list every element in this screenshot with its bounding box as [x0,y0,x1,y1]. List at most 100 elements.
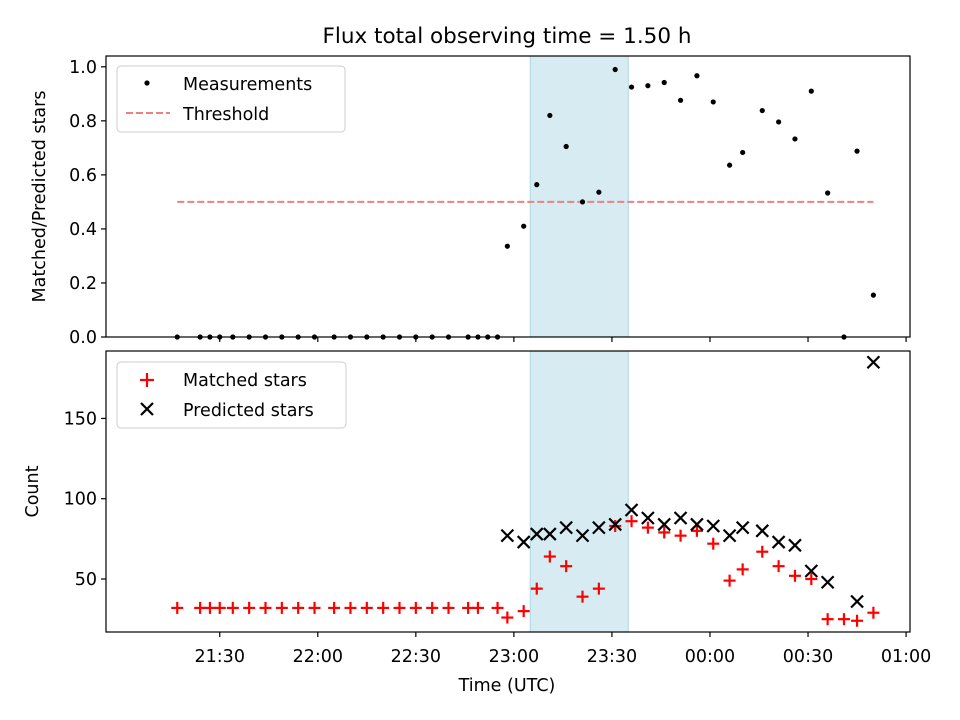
measurement-point [726,162,733,168]
observing-window-band [529,55,629,338]
matched-star-point [560,560,573,573]
count-y-axis-label: Count [23,465,43,517]
predicted-star-point [529,527,544,541]
predicted-star-point [559,520,573,535]
y-tick-label: 0.2 [69,274,97,294]
measurement-point [854,148,860,154]
predicted-star-point [690,517,704,532]
matched-star-point [393,601,406,614]
matched-star-point [851,614,864,627]
predicted-star-point [804,564,819,578]
predicted-star-point [706,519,721,533]
count-plot-frame [105,350,911,633]
legend-predicted-label: Predicted stars [183,401,314,421]
legend-matched-label: Matched stars [183,371,307,391]
measurement-point [694,73,700,79]
x-tick-label: 01:00 [881,647,931,667]
matched-star-point [723,574,736,587]
x-axis-label: Time (UTC) [458,676,556,696]
matched-star-point [377,601,390,614]
predicted-star-point [516,535,531,549]
chart-title: Flux total observing time = 1.50 h [323,24,692,49]
x-tick-label: 00:30 [783,647,833,667]
measurement-point [825,190,831,196]
matched-star-point [328,601,341,614]
matched-star-point [674,529,687,542]
matched-star-point [543,550,556,563]
measurement-point [808,88,814,94]
x-tick-label: 22:00 [293,647,343,667]
y-tick-label: 0.4 [69,220,97,240]
measurement-point [563,143,569,150]
matched-star-point [867,606,880,619]
predicted-star-point [500,528,515,543]
measurement-point [628,84,635,90]
count-y-ticks: 50 100 150 [64,409,106,590]
count-legend: Matched stars Predicted stars [116,361,347,429]
star-count-points [171,355,881,627]
matched-star-point [308,601,321,614]
matched-star-point [442,601,455,614]
predicted-star-point [722,528,737,543]
measurement-point [870,292,876,298]
matched-star-point [501,611,514,624]
predicted-star-point [543,527,557,541]
measurement-point [710,99,716,105]
measurement-point [579,199,586,205]
measurement-point [740,149,746,156]
matched-star-point [243,601,256,614]
predicted-star-point [788,538,802,553]
x-tick-label: 23:00 [489,647,539,667]
matched-star-point [658,526,671,539]
measurement-point [547,112,553,119]
matched-star-point [344,601,357,614]
predicted-star-point [641,511,655,525]
matched-star-point [772,560,785,573]
matched-star-point [690,524,703,537]
predicted-star-point [673,511,688,525]
ratio-panel: 0.0 0.2 0.4 0.6 0.8 1.0 Matched/Predicted sta… [30,55,911,348]
matched-star-point [707,537,720,550]
legend-measurements-label: Measurements [183,75,312,95]
matched-star-point [213,601,226,614]
y-tick-label: 100 [64,490,97,510]
x-tick-label: 21:30 [195,647,245,667]
x-tick-label: 23:30 [587,647,637,667]
measurement-point [612,66,618,73]
predicted-star-point [608,517,622,532]
x-tick-label: 22:30 [391,647,441,667]
y-tick-label: 0.8 [69,112,97,132]
ratio-plot-frame [105,55,911,338]
ratio-x-ticks [219,337,907,342]
ratio-legend: Measurements Threshold [116,65,346,133]
measurement-point [792,136,798,142]
matched-star-point [576,590,589,603]
predicted-star-point [735,520,750,535]
predicted-star-point [575,528,590,543]
matched-star-point [491,601,504,614]
predicted-star-point [850,594,864,609]
matched-star-point [360,601,373,614]
matched-star-point [292,601,305,614]
matched-star-point [517,605,530,618]
matched-star-point [592,582,605,595]
measurement-point [521,223,527,229]
predicted-star-point [592,520,606,535]
ratio-y-axis-label: Matched/Predicted stars [30,91,50,303]
matched-star-point [259,601,272,614]
matched-star-point [171,601,184,614]
measurement-point [661,79,667,86]
y-tick-label: 0.0 [69,328,97,348]
legend-matched-marker [140,373,154,387]
matched-star-point [426,601,439,614]
matched-star-point [226,601,239,614]
y-tick-label: 50 [75,570,97,590]
count-panel: 50 100 150 21:30 22:00 22:30 23:00 23:30 00:00 0… [23,350,931,696]
predicted-star-point [657,517,672,532]
matched-star-point [471,601,484,614]
legend-predicted-marker [140,402,154,416]
matched-star-point [756,545,769,558]
matched-star-point [530,582,543,595]
matched-star-point [821,613,834,626]
